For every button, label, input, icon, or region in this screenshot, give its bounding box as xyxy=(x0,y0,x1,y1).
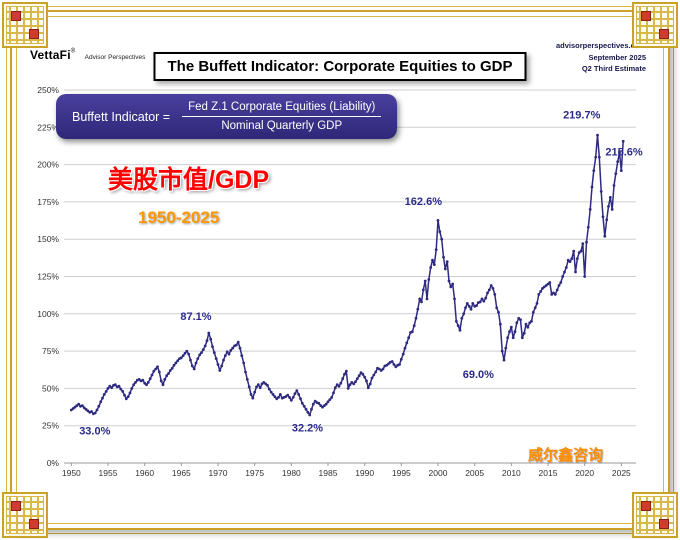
svg-text:32.2%: 32.2% xyxy=(292,423,323,435)
svg-text:1995: 1995 xyxy=(392,468,411,478)
registered-mark: ® xyxy=(70,48,76,55)
svg-text:225%: 225% xyxy=(37,122,59,132)
corner-ornament-top-right xyxy=(632,2,678,48)
brand-subtitle: Advisor Perspectives xyxy=(84,54,146,61)
svg-text:2025: 2025 xyxy=(612,468,631,478)
svg-text:75%: 75% xyxy=(42,346,59,356)
svg-text:0%: 0% xyxy=(47,458,60,468)
svg-text:1955: 1955 xyxy=(99,468,118,478)
date-range-label: 1950-2025 xyxy=(138,208,220,227)
svg-text:219.7%: 219.7% xyxy=(563,109,601,121)
svg-text:1975: 1975 xyxy=(245,468,264,478)
source-estimate: Q2 Third Estimate xyxy=(581,64,646,74)
svg-text:2010: 2010 xyxy=(502,468,521,478)
svg-text:1990: 1990 xyxy=(355,468,374,478)
svg-text:2005: 2005 xyxy=(465,468,484,478)
svg-text:2015: 2015 xyxy=(539,468,558,478)
formula-box: Buffett Indicator = Fed Z.1 Corporate Eq… xyxy=(56,94,398,139)
svg-text:100%: 100% xyxy=(37,309,59,319)
svg-text:87.1%: 87.1% xyxy=(180,311,211,323)
brand-name: VettaFi xyxy=(30,48,71,62)
svg-text:175%: 175% xyxy=(37,197,59,207)
chart-title: The Buffett Indicator: Corporate Equitie… xyxy=(153,52,527,81)
svg-text:162.6%: 162.6% xyxy=(405,196,443,208)
svg-text:1985: 1985 xyxy=(319,468,338,478)
formula-denominator: Nominal Quarterly GDP xyxy=(221,120,343,132)
corner-ornament-top-left xyxy=(2,2,48,48)
svg-text:69.0%: 69.0% xyxy=(463,369,494,381)
svg-text:150%: 150% xyxy=(37,234,59,244)
corner-ornament-bottom-right xyxy=(632,492,678,538)
svg-text:1950: 1950 xyxy=(62,468,81,478)
svg-text:1960: 1960 xyxy=(135,468,154,478)
svg-text:2000: 2000 xyxy=(429,468,448,478)
watermark-chinese: 威尔鑫咨询 xyxy=(528,447,604,464)
svg-text:200%: 200% xyxy=(37,160,59,170)
source-date: September 2025 xyxy=(588,52,646,62)
formula-fraction: Fed Z.1 Corporate Equities (Liability) N… xyxy=(182,101,382,132)
svg-text:215.6%: 215.6% xyxy=(605,147,643,159)
svg-text:1965: 1965 xyxy=(172,468,191,478)
svg-text:2020: 2020 xyxy=(575,468,594,478)
formula-lhs: Buffett Indicator = xyxy=(72,109,171,124)
svg-text:1970: 1970 xyxy=(209,468,228,478)
buffett-chart-svg: 0% 25% 50% 75% 100% 125% 150% 175% 200% 225% 250% 1… xyxy=(37,85,643,478)
source-url: advisorperspectives.com xyxy=(555,41,646,50)
chart-area: 0% 25% 50% 75% 100% 125% 150% 175% 200% 225% 250% 1… xyxy=(30,78,650,503)
svg-text:125%: 125% xyxy=(37,272,59,282)
svg-text:25%: 25% xyxy=(42,421,59,431)
svg-text:33.0%: 33.0% xyxy=(79,426,110,438)
svg-text:50%: 50% xyxy=(42,383,59,393)
svg-text:250%: 250% xyxy=(37,85,59,95)
source-attribution: advisorperspectives.com September 2025 Q… xyxy=(556,40,646,75)
svg-text:1980: 1980 xyxy=(282,468,301,478)
vettafi-logo: VettaFi® Advisor Perspectives xyxy=(30,46,145,64)
formula-numerator: Fed Z.1 Corporate Equities (Liability) xyxy=(182,101,382,117)
corner-ornament-bottom-left xyxy=(2,492,48,538)
headline-chinese: 美股市值/GDP xyxy=(108,166,270,194)
